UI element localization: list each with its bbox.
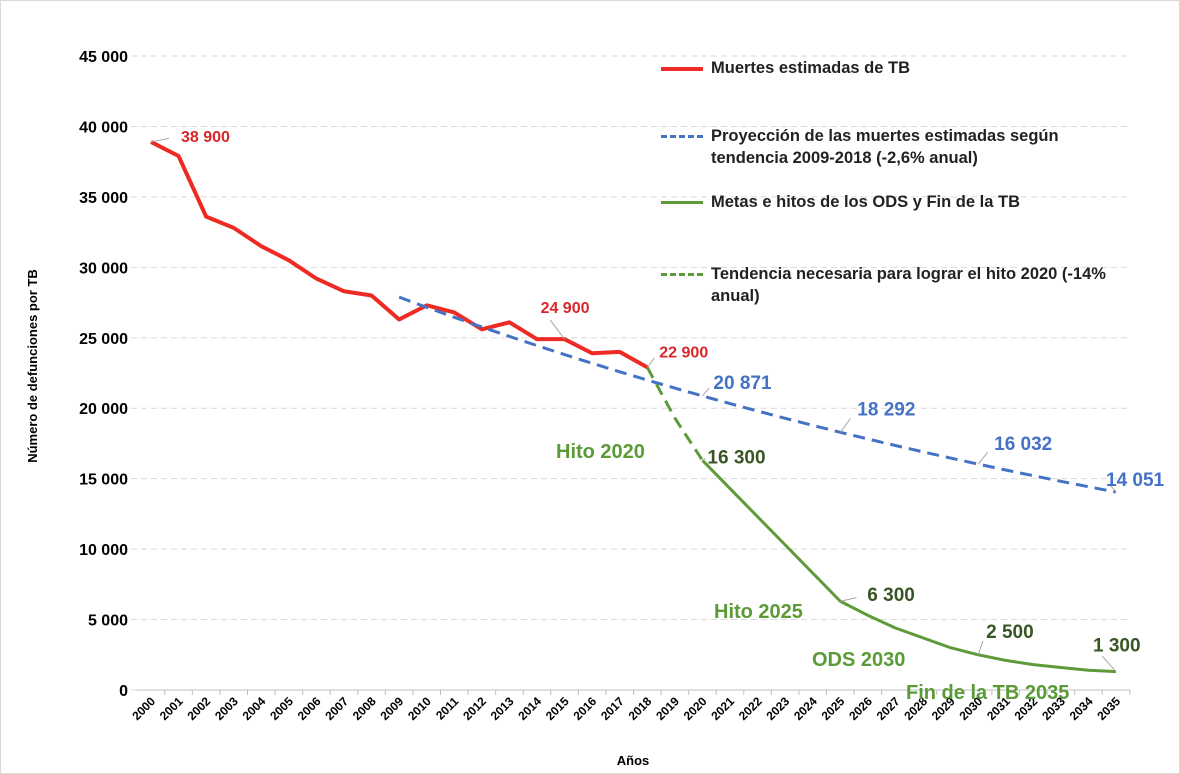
legend-label: Proyección de las muertes estimadas segú… xyxy=(711,127,1059,167)
y-tick-label: 20 000 xyxy=(79,401,128,418)
y-tick-label: 0 xyxy=(119,683,128,700)
x-tick-label: 2022 xyxy=(736,694,765,723)
x-tick-label: 2006 xyxy=(295,694,324,723)
x-tick-label: 2018 xyxy=(626,694,655,723)
data-label: 2 500 xyxy=(986,622,1034,643)
data-label: 22 900 xyxy=(659,344,708,361)
x-tick-label: 2011 xyxy=(433,694,462,723)
x-tick-label: 2008 xyxy=(350,694,379,723)
y-tick-label: 15 000 xyxy=(79,472,128,489)
legend-item: Tendencia necesaria para lograr el hito … xyxy=(661,263,1111,307)
label-leader xyxy=(977,640,984,655)
x-tick-label: 2025 xyxy=(819,694,848,723)
data-label: 18 292 xyxy=(857,399,915,420)
annotation: ODS 2030 xyxy=(812,649,905,671)
label-leader xyxy=(702,387,710,397)
legend-label: Metas e hitos de los ODS y Fin de la TB xyxy=(711,193,1020,211)
label-leader xyxy=(702,458,706,461)
x-tick-label: 2013 xyxy=(488,694,517,723)
x-axis-label: Años xyxy=(617,753,650,768)
data-label: 6 300 xyxy=(867,585,915,606)
data-label: 14 051 xyxy=(1106,470,1165,491)
annotation: Hito 2025 xyxy=(714,601,803,623)
data-label: 1 300 xyxy=(1093,636,1141,657)
x-tick-label: 2024 xyxy=(791,694,820,723)
x-tick-label: 2010 xyxy=(405,694,434,723)
legend-label: Muertes estimadas de TB xyxy=(711,59,910,77)
label-leader xyxy=(840,597,857,602)
x-tick-label: 2026 xyxy=(846,694,875,723)
legend-swatch xyxy=(661,67,703,71)
x-tick-label: 2009 xyxy=(377,694,406,723)
x-tick-label: 2019 xyxy=(653,694,682,723)
x-tick-label: 2001 xyxy=(157,694,186,723)
y-tick-label: 40 000 xyxy=(79,119,128,136)
x-tick-label: 2023 xyxy=(763,694,792,723)
label-leader xyxy=(646,357,655,368)
label-leader xyxy=(977,451,989,465)
y-tick-label: 30 000 xyxy=(79,260,128,277)
legend-swatch xyxy=(661,201,703,204)
x-tick-label: 2015 xyxy=(543,694,572,723)
legend-item: Proyección de las muertes estimadas segú… xyxy=(661,125,1111,169)
annotation: Hito 2020 xyxy=(556,441,645,463)
legend-swatch xyxy=(661,135,703,138)
series-line xyxy=(645,366,704,462)
data-label: 16 032 xyxy=(994,434,1052,455)
x-tick-label: 2027 xyxy=(874,694,903,723)
label-leader xyxy=(839,418,851,433)
legend-label: Tendencia necesaria para lograr el hito … xyxy=(711,265,1106,305)
x-tick-label: 2004 xyxy=(240,694,269,723)
label-leader xyxy=(1101,655,1117,673)
legend-swatch xyxy=(661,273,703,276)
data-label: 20 871 xyxy=(713,373,772,394)
x-tick-label: 2020 xyxy=(681,694,710,723)
label-leader xyxy=(150,137,170,143)
data-label: 16 300 xyxy=(707,447,765,468)
data-label: 38 900 xyxy=(181,129,230,146)
y-tick-label: 35 000 xyxy=(79,190,128,207)
legend-item: Metas e hitos de los ODS y Fin de la TB xyxy=(661,191,1111,213)
x-tick-label: 2021 xyxy=(708,694,737,723)
annotation: Fin de la TB 2035 xyxy=(906,682,1069,704)
y-tick-label: 5 000 xyxy=(88,613,128,630)
x-tick-label: 2002 xyxy=(184,694,213,723)
x-tick-label: 2016 xyxy=(570,694,599,723)
legend-item: Muertes estimadas de TB xyxy=(661,57,1111,79)
x-tick-label: 2003 xyxy=(212,694,241,723)
data-label: 24 900 xyxy=(541,300,590,317)
x-tick-label: 2035 xyxy=(1094,694,1123,723)
label-leader xyxy=(549,319,565,340)
y-tick-label: 45 000 xyxy=(79,49,128,66)
x-tick-label: 2014 xyxy=(515,694,544,723)
series-line xyxy=(150,140,649,370)
x-tick-label: 2034 xyxy=(1067,694,1096,723)
series-line xyxy=(701,459,1117,674)
x-tick-label: 2000 xyxy=(129,694,158,723)
x-tick-label: 2007 xyxy=(322,694,351,723)
y-axis-label: Número de defunciones por TB xyxy=(25,269,40,463)
x-tick-label: 2017 xyxy=(598,694,627,723)
y-tick-label: 25 000 xyxy=(79,331,128,348)
x-tick-label: 2005 xyxy=(267,694,296,723)
x-tick-label: 2012 xyxy=(460,694,489,723)
y-tick-label: 10 000 xyxy=(79,542,128,559)
label-leader xyxy=(1109,484,1117,493)
